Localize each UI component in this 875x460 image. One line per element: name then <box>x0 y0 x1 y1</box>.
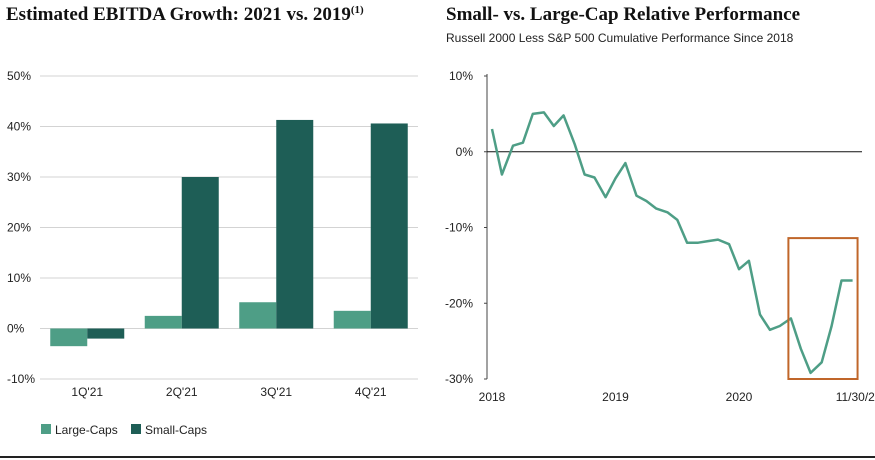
right-chart-subtitle: Russell 2000 Less S&P 500 Cumulative Per… <box>446 31 794 45</box>
left-chart-title: Estimated EBITDA Growth: 2021 vs. 2019(1… <box>6 4 364 26</box>
line-y-tick-label: -10% <box>445 221 473 235</box>
bar-y-tick-label: 30% <box>7 170 31 184</box>
line-y-tick-label: 0% <box>456 145 474 159</box>
bar-large-caps-1 <box>50 328 88 347</box>
highlight-box <box>787 237 859 380</box>
line-x-tick-label: 11/30/20 <box>836 390 875 404</box>
bar-y-tick-label: 10% <box>7 271 31 285</box>
bar-y-tick-label: 40% <box>7 120 31 134</box>
line-series-russell-2000-less-sp-500 <box>490 111 853 375</box>
bar-chart: -10% 0% 10% 20% 30% 40% 50% 1Q'21 2Q'21 3Q'21 4Q'2… <box>7 69 418 437</box>
bar-large-caps-3 <box>239 302 277 329</box>
bar-small-caps-3 <box>276 119 314 329</box>
bar-x-tick-label: 3Q'21 <box>260 385 292 399</box>
bar-small-caps-1 <box>87 328 125 339</box>
legend-swatch <box>131 424 141 434</box>
bar-small-caps-2 <box>181 177 219 329</box>
bar-small-caps-4 <box>370 123 408 329</box>
legend-swatch <box>41 424 51 434</box>
bar-x-tick-label: 2Q'21 <box>166 385 198 399</box>
bar-large-caps-4 <box>333 310 371 329</box>
line-x-tick-label: 2018 <box>479 390 506 404</box>
line-y-tick-label: -20% <box>445 296 473 310</box>
bar-x-tick-label: 4Q'21 <box>355 385 387 399</box>
line-y-tick-label: 10% <box>449 69 473 83</box>
legend-label: Large-Caps <box>55 423 118 437</box>
bar-large-caps-2 <box>144 315 182 329</box>
right-chart-title: Small- vs. Large-Cap Relative Performanc… <box>446 4 801 25</box>
bar-y-tick-label: 0% <box>7 322 25 336</box>
bottom-divider <box>0 456 875 458</box>
line-x-tick-label: 2020 <box>726 390 753 404</box>
left-chart-title-text: Estimated EBITDA Growth: 2021 vs. 2019 <box>6 4 351 25</box>
bar-x-tick-label: 1Q'21 <box>71 385 103 399</box>
bar-y-tick-label: -10% <box>7 372 35 386</box>
bar-y-tick-label: 50% <box>7 69 31 83</box>
line-x-tick-label: 2019 <box>602 390 629 404</box>
footnote-marker: (1) <box>350 4 364 16</box>
legend-label: Small-Caps <box>145 423 207 437</box>
bar-y-tick-label: 20% <box>7 221 31 235</box>
line-y-tick-label: -30% <box>445 372 473 386</box>
